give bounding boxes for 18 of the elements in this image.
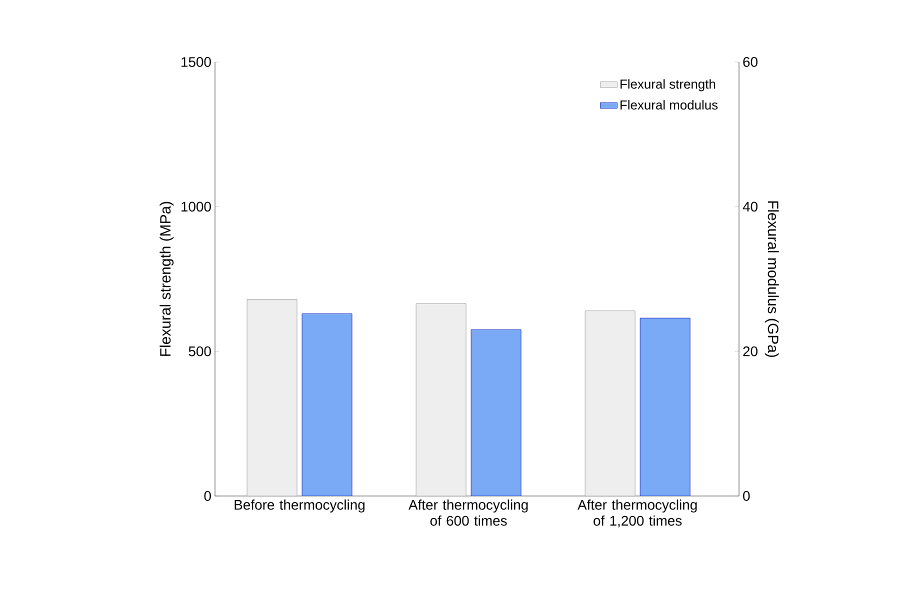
y2-axis-title: Flexural modulus (GPa): [764, 201, 779, 357]
y2-tick-label: 0: [743, 491, 750, 501]
x-tick-label: After thermocycling of 600 times: [408, 500, 528, 526]
bar: [246, 299, 298, 496]
y-tick-label: 1000: [182, 202, 211, 212]
bar: [416, 303, 466, 496]
y2-tick-label: 40: [742, 202, 758, 212]
legend-label: Flexural modulus: [620, 100, 718, 110]
x-tick-label: After thermocycling of 1,200 times: [578, 500, 697, 528]
y2-tick-label: 60: [743, 57, 758, 67]
y-axis-title: Flexural strength (MPa): [160, 202, 174, 356]
y-tick-label: 1500: [182, 57, 211, 67]
legend-label: Flexural strength: [620, 79, 716, 92]
y-tick-label: 0: [204, 491, 211, 501]
x-tick-label: Before thermocycling: [234, 500, 364, 513]
y2-tick-label: 20: [743, 346, 758, 356]
bar: [584, 310, 636, 496]
y-tick-label: 500: [188, 346, 211, 356]
